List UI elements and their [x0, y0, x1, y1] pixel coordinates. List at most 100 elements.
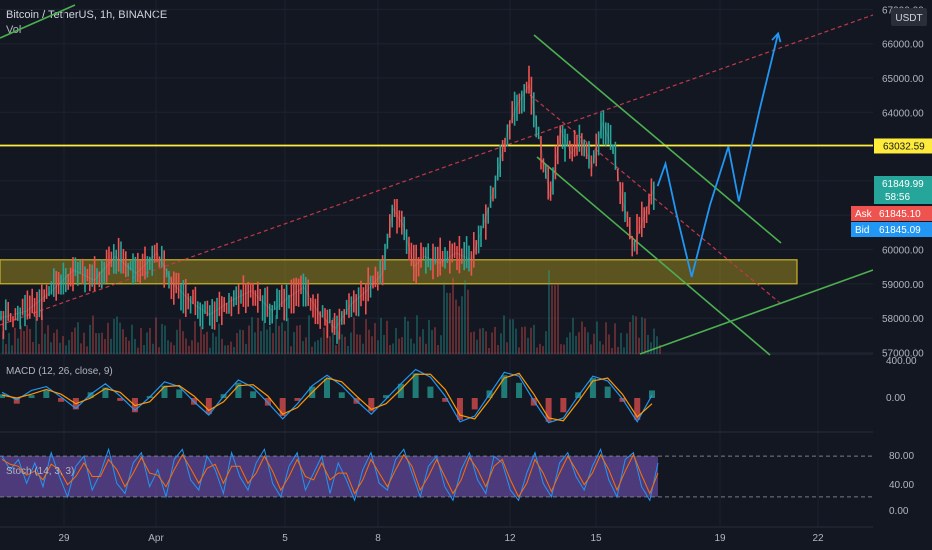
price-axis[interactable]: 57000.0058000.0059000.0060000.0061000.00… [873, 0, 932, 550]
volume-bar [560, 344, 562, 354]
volume-bar [230, 341, 232, 354]
volume-bar [515, 328, 517, 354]
volume-bar [539, 343, 541, 354]
volume-bar [164, 325, 166, 354]
volume-bar [14, 327, 16, 354]
volume-bar [332, 317, 334, 354]
volume-bar [239, 329, 241, 354]
volume-bar [629, 321, 631, 354]
volume-bar [29, 328, 31, 354]
volume-bar [458, 306, 460, 354]
countdown-text: 58:56 [885, 192, 910, 203]
last-price-text: 61849.99 [882, 179, 924, 190]
volume-bar [443, 282, 445, 354]
macd-hist-bar [294, 398, 301, 401]
volume-bar [569, 332, 571, 354]
macd-hist-bar [264, 398, 271, 406]
volume-bar [632, 315, 634, 354]
volume-bar [611, 347, 613, 354]
volume-bar [254, 332, 256, 354]
volume-bar [152, 343, 154, 354]
projection-arrowhead [771, 31, 782, 43]
volume-bar [65, 345, 67, 354]
volume-bar [500, 333, 502, 354]
volume-bar [2, 331, 4, 354]
volume-bar [107, 322, 109, 354]
macd-signal-line [1, 372, 653, 422]
ask-price: 61845.10 [879, 209, 921, 220]
macd-hist-bar [604, 386, 611, 398]
support-zone [0, 259, 798, 285]
currency-badge [891, 8, 927, 26]
volume-bar [71, 331, 73, 354]
volume-bar [8, 332, 10, 354]
volume-bar [122, 329, 124, 354]
volume-bar [191, 340, 193, 354]
macd-hist-bar [161, 385, 168, 398]
volume-bar [656, 336, 658, 354]
volume-bar [410, 338, 412, 354]
macd-hist-bar [87, 392, 94, 398]
macd-hist-bar [634, 398, 641, 420]
projection-path[interactable] [656, 31, 782, 278]
bid-label: Bid [855, 225, 869, 236]
volume-bar [56, 329, 58, 354]
macd-hist-bar [0, 394, 5, 398]
volume-bar [647, 334, 649, 354]
volume-bar [143, 344, 145, 354]
volume-bar [293, 332, 295, 354]
volume-bar [308, 315, 310, 354]
volume-bar [41, 315, 43, 354]
volume-bar [299, 324, 301, 354]
volume-bar [221, 338, 223, 354]
volume-bar [404, 316, 406, 354]
x-tick-label: Apr [148, 533, 164, 544]
volume-bar [584, 327, 586, 354]
volume-bar [452, 277, 454, 354]
volume-bar [512, 319, 514, 354]
volume-bar [275, 314, 277, 354]
volume-bar [491, 332, 493, 354]
volume-bar [470, 332, 472, 354]
volume-bar [38, 343, 40, 354]
macd-hist-bar [279, 398, 286, 417]
volume-bar [599, 341, 601, 354]
volume-bar [392, 343, 394, 354]
volume-bar [248, 325, 250, 354]
volume-bar [317, 340, 319, 354]
stoch-label: Stoch (14, 3, 3) [6, 466, 74, 477]
time-axis[interactable]: 29 Apr 5 8 12 15 19 22 [58, 533, 824, 544]
macd-hist-bar [442, 398, 449, 402]
volume-bar [563, 344, 565, 354]
level-tag-bg [874, 138, 932, 154]
volume-bar [362, 343, 364, 354]
volume-bar [95, 333, 97, 354]
x-tick-label: 19 [714, 533, 726, 544]
volume-bar [338, 331, 340, 354]
volume-bar [212, 332, 214, 354]
volume-bar [203, 334, 205, 354]
volume-bar [185, 338, 187, 354]
volume-bar [206, 331, 208, 354]
volume-bar [575, 335, 577, 354]
macd-hist-bar [43, 390, 50, 398]
volume-bar [50, 342, 52, 354]
volume-bar [623, 347, 625, 354]
volume-bar [263, 321, 265, 354]
volume-bar [233, 346, 235, 354]
volume-bar [89, 324, 91, 354]
x-tick-label: 22 [812, 533, 824, 544]
volume-bar [527, 337, 529, 354]
macd-hist-bar [250, 391, 257, 398]
volume-bar [596, 321, 598, 354]
volume-bar [209, 347, 211, 354]
volume-bar [524, 326, 526, 354]
volume-bar [98, 333, 100, 354]
trendline-drawings[interactable] [0, 0, 932, 356]
volume-bar [386, 320, 388, 354]
macd-hist-bar [235, 382, 242, 398]
macd-hist-bar [397, 383, 404, 398]
volume-bar [215, 336, 217, 354]
volume-bar [86, 346, 88, 354]
